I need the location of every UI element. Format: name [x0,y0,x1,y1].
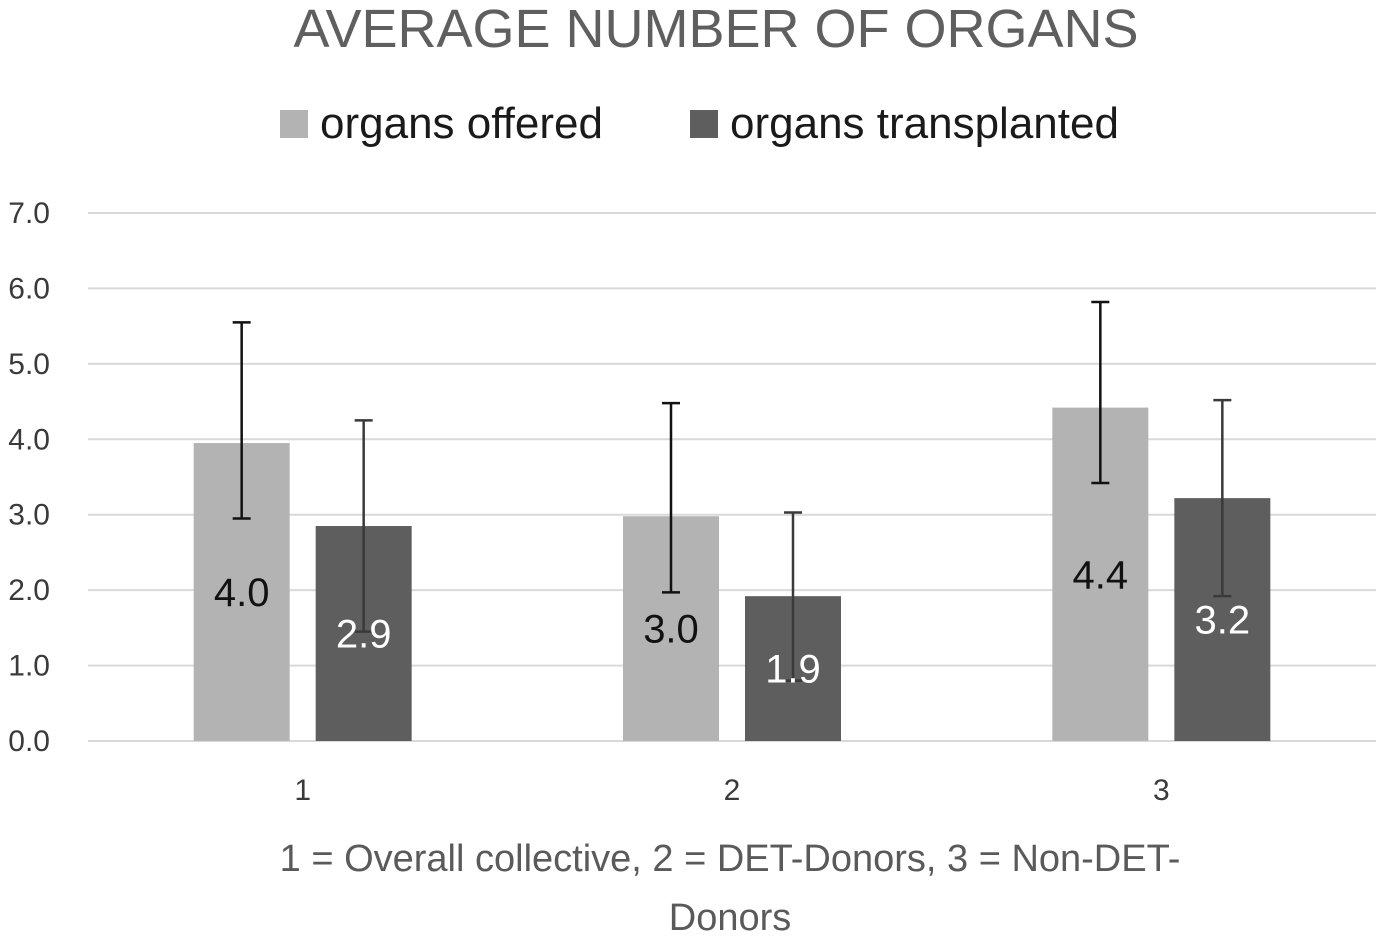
y-tick-label: 6.0 [8,272,50,305]
chart-title: AVERAGE NUMBER OF ORGANS [293,0,1138,59]
gridlines [88,212,1376,742]
bars [193,407,1271,741]
y-tick-label: 4.0 [8,423,50,456]
legend-label-organs-offered: organs offered [320,99,603,148]
x-category-label: 3 [1153,774,1170,807]
x-axis-label-line-1: 1 = Overall collective, 2 = DET-Donors, … [280,838,1181,880]
x-axis-categories: 1 2 3 [294,774,1169,807]
data-labels: 4.0 2.9 3.0 1.9 4.4 3.2 [214,553,1250,691]
y-tick-label: 0.0 [8,725,50,758]
legend: organs offered organs transplanted [280,99,1119,148]
data-label-organs-transplanted: 3.2 [1195,599,1251,643]
legend-swatch-organs-transplanted [690,110,718,138]
data-label-organs-offered: 3.0 [643,608,699,652]
error-bars [232,300,1232,682]
y-axis-ticks: 0.0 1.0 2.0 3.0 4.0 5.0 6.0 7.0 [8,197,50,758]
data-label-organs-transplanted: 2.9 [336,613,392,657]
data-label-organs-offered: 4.0 [214,571,270,615]
y-tick-label: 7.0 [8,197,50,230]
data-label-organs-offered: 4.4 [1073,553,1129,597]
data-label-organs-transplanted: 1.9 [765,648,821,692]
y-tick-label: 2.0 [8,574,50,607]
x-category-label: 1 [294,774,311,807]
legend-label-organs-transplanted: organs transplanted [730,99,1119,148]
x-category-label: 2 [724,774,741,807]
y-tick-label: 1.0 [8,650,50,683]
y-tick-label: 5.0 [8,348,50,381]
x-axis-label-line-2: Donors [669,897,792,939]
y-tick-label: 3.0 [8,499,50,532]
legend-swatch-organs-offered [280,110,308,138]
